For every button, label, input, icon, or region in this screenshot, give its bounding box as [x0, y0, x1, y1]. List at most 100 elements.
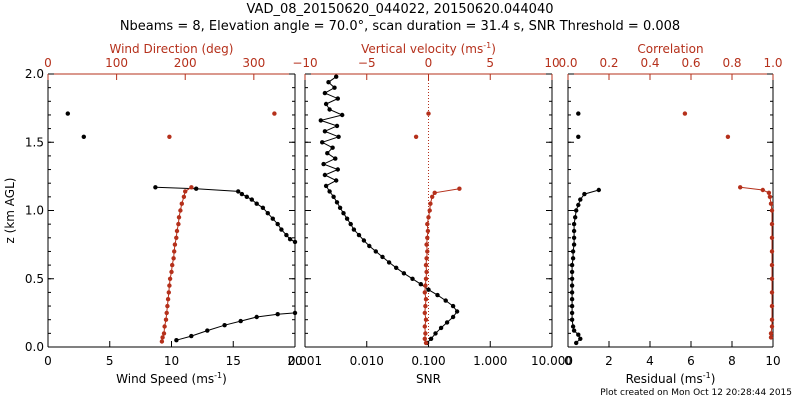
- data-point: [438, 325, 444, 331]
- data-point: [167, 283, 172, 288]
- x-bottom-tick-label: 5: [106, 354, 114, 368]
- x-bottom-tick-label: 0.100: [411, 354, 445, 368]
- data-point: [189, 333, 194, 339]
- data-point: [570, 256, 576, 261]
- data-point: [238, 318, 243, 324]
- data-point: [351, 227, 357, 232]
- data-point: [570, 249, 576, 254]
- data-point: [334, 123, 340, 129]
- x-bottom-tick-label: 6: [687, 354, 695, 368]
- data-point: [425, 221, 430, 227]
- data-point: [596, 187, 601, 193]
- data-point: [287, 237, 293, 242]
- data-point: [569, 276, 575, 281]
- data-point: [422, 310, 427, 316]
- data-point: [335, 96, 340, 101]
- data-point: [725, 134, 731, 139]
- data-point: [576, 111, 581, 116]
- data-point: [236, 189, 241, 194]
- data-point: [569, 317, 575, 322]
- data-point: [322, 129, 328, 134]
- data-point: [394, 265, 399, 270]
- x-bottom-tick-label: 2: [605, 354, 613, 368]
- data-point: [760, 187, 765, 193]
- data-point: [454, 309, 460, 314]
- x-bottom-tick-label: 10: [164, 354, 179, 368]
- x-bottom-tick-label: 4: [646, 354, 654, 368]
- data-point: [410, 276, 415, 281]
- data-point: [176, 221, 181, 227]
- data-point: [176, 215, 182, 220]
- data-point: [171, 256, 176, 261]
- data-point: [769, 290, 775, 295]
- data-point: [569, 269, 575, 275]
- x-top-tick-label: 5: [486, 56, 494, 70]
- data-point: [322, 172, 328, 178]
- y-axis-label: z (km AGL): [3, 178, 17, 244]
- data-point: [401, 271, 407, 276]
- x-top-tick-label: 0.6: [681, 56, 700, 70]
- x-top-tick-label: 0.2: [599, 56, 618, 70]
- data-point: [205, 328, 210, 333]
- x-top-tick-label: −10: [292, 56, 317, 70]
- data-point: [450, 314, 456, 320]
- x-bottom-axis-label: Wind Speed (ms-1): [116, 371, 227, 386]
- data-point: [189, 185, 194, 190]
- data-point: [433, 331, 438, 336]
- data-point: [159, 339, 165, 344]
- data-point: [769, 235, 775, 240]
- x-bottom-tick-label: 10.000: [531, 354, 573, 368]
- data-point: [582, 191, 587, 197]
- data-point: [334, 74, 339, 79]
- x-top-tick-label: −5: [358, 56, 376, 70]
- data-point: [222, 323, 227, 328]
- data-point: [423, 340, 429, 346]
- data-point: [322, 90, 328, 96]
- data-point: [327, 107, 332, 112]
- data-point: [292, 310, 298, 316]
- data-point: [571, 221, 577, 227]
- series-line: [176, 312, 296, 341]
- data-point: [578, 197, 583, 202]
- data-point: [244, 194, 249, 199]
- data-point: [569, 262, 575, 268]
- data-point: [768, 335, 774, 340]
- data-point: [334, 178, 339, 183]
- x-top-tick-label: 0: [425, 56, 433, 70]
- data-point: [194, 186, 199, 191]
- data-point: [574, 340, 579, 346]
- data-point: [424, 269, 429, 275]
- data-point: [573, 215, 578, 220]
- data-point: [423, 303, 428, 309]
- data-point: [571, 328, 577, 333]
- data-point: [426, 111, 431, 116]
- x-bottom-tick-label: 15: [226, 354, 241, 368]
- data-point: [576, 332, 581, 337]
- x-bottom-tick-label: 0: [564, 354, 572, 368]
- data-point: [249, 197, 254, 202]
- data-point: [340, 112, 345, 118]
- x-bottom-tick-label: 8: [728, 354, 736, 368]
- data-point: [571, 228, 577, 234]
- data-point: [325, 151, 330, 156]
- data-point: [160, 335, 165, 340]
- data-point: [576, 202, 581, 208]
- data-point: [167, 276, 173, 281]
- data-point: [162, 324, 167, 329]
- chart-title: VAD_08_20150620_044022, 20150620.044040: [246, 2, 554, 17]
- data-point: [426, 287, 431, 292]
- data-point: [386, 260, 392, 265]
- data-point: [163, 317, 169, 322]
- data-point: [373, 249, 378, 254]
- series-line: [740, 186, 773, 338]
- data-point: [174, 228, 180, 234]
- y-tick-label: 2.0: [25, 67, 44, 81]
- x-bottom-tick-label: 0.001: [288, 354, 322, 368]
- data-point: [569, 283, 575, 288]
- data-point: [435, 292, 440, 298]
- data-point: [570, 324, 576, 329]
- data-point: [326, 80, 331, 85]
- data-point: [444, 320, 450, 325]
- data-point: [174, 338, 179, 343]
